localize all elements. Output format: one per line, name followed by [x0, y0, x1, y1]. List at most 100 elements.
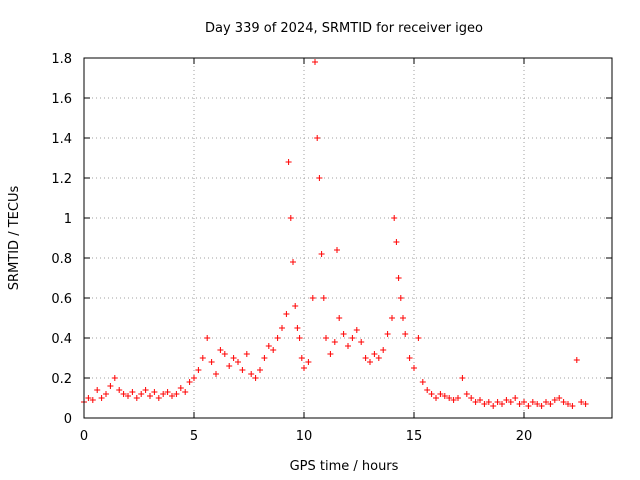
data-points [81, 59, 589, 409]
data-point [312, 59, 318, 65]
data-point [320, 295, 327, 301]
y-tick-label: 0 [64, 412, 72, 427]
data-point [349, 335, 356, 341]
data-point [327, 351, 334, 357]
data-point [294, 325, 301, 331]
data-point [380, 347, 387, 353]
data-point [89, 397, 96, 403]
data-point [375, 355, 382, 361]
data-point [248, 371, 255, 377]
data-point [164, 389, 171, 395]
data-point [547, 401, 554, 407]
data-point [529, 399, 536, 405]
data-point [455, 395, 461, 401]
data-point [182, 389, 189, 395]
data-point [582, 401, 589, 407]
data-point [424, 387, 431, 393]
data-point [384, 331, 391, 337]
data-point [395, 275, 402, 281]
data-point [290, 259, 296, 265]
data-point [565, 401, 571, 407]
data-point [191, 375, 197, 381]
data-point [400, 315, 406, 321]
data-point [415, 335, 422, 341]
data-point [235, 359, 241, 365]
x-tick-label: 20 [516, 429, 533, 444]
data-point [270, 347, 277, 353]
data-point [459, 375, 466, 381]
data-point [411, 365, 417, 371]
data-point [138, 391, 145, 397]
data-point [274, 335, 281, 341]
data-point [521, 399, 527, 405]
data-point [391, 215, 398, 221]
data-point [318, 251, 325, 257]
data-point [239, 367, 246, 373]
data-point [252, 375, 259, 381]
plot-frame [83, 57, 613, 419]
data-point [371, 351, 378, 357]
y-tick-label: 0.2 [51, 372, 72, 387]
data-point [503, 397, 510, 403]
data-point [265, 343, 272, 349]
data-point [534, 401, 541, 407]
data-point [226, 363, 233, 369]
data-point [125, 393, 131, 399]
data-point [292, 303, 299, 309]
data-point [507, 399, 514, 405]
data-point [279, 325, 285, 331]
data-point [490, 403, 497, 409]
x-tick-label: 5 [190, 429, 198, 444]
data-point [301, 365, 307, 371]
data-point [428, 391, 435, 397]
data-point [494, 399, 501, 405]
data-point [340, 331, 347, 337]
y-tick-label: 0.8 [51, 252, 72, 267]
data-point [173, 391, 180, 397]
data-point [472, 399, 479, 405]
data-point [512, 395, 519, 401]
data-point [243, 351, 250, 357]
data-point [257, 367, 263, 373]
data-point [573, 357, 580, 363]
data-point [406, 355, 413, 361]
y-tick-label: 1 [64, 212, 72, 227]
data-point [437, 391, 444, 397]
x-tick-labels: 0 5 10 15 20 [80, 429, 532, 444]
data-point [419, 379, 426, 385]
data-point [309, 295, 316, 301]
data-point [155, 395, 162, 401]
data-point [129, 389, 136, 395]
data-point [397, 295, 404, 301]
axis-ticks [83, 57, 612, 419]
data-point [345, 343, 351, 349]
data-point [204, 335, 211, 341]
y-tick-label: 0.6 [51, 292, 72, 307]
data-point [195, 367, 202, 373]
data-point [362, 355, 369, 361]
data-point [160, 391, 167, 397]
data-point [560, 399, 567, 405]
data-point [213, 371, 219, 377]
data-point [336, 315, 343, 321]
grid [84, 58, 612, 418]
data-point [551, 397, 558, 403]
data-point [556, 395, 563, 401]
data-point [261, 355, 268, 361]
data-point [133, 395, 140, 401]
data-point [402, 331, 409, 337]
data-point [120, 391, 127, 397]
data-point [441, 393, 448, 399]
data-point [358, 339, 365, 345]
data-point [477, 397, 483, 403]
data-point [485, 399, 492, 405]
data-point [230, 355, 237, 361]
data-point [569, 403, 576, 409]
data-point [169, 393, 175, 399]
data-point [111, 375, 118, 381]
data-point [98, 395, 105, 401]
y-tick-label: 0.4 [51, 332, 72, 347]
data-point [94, 387, 101, 393]
data-point [481, 401, 488, 407]
